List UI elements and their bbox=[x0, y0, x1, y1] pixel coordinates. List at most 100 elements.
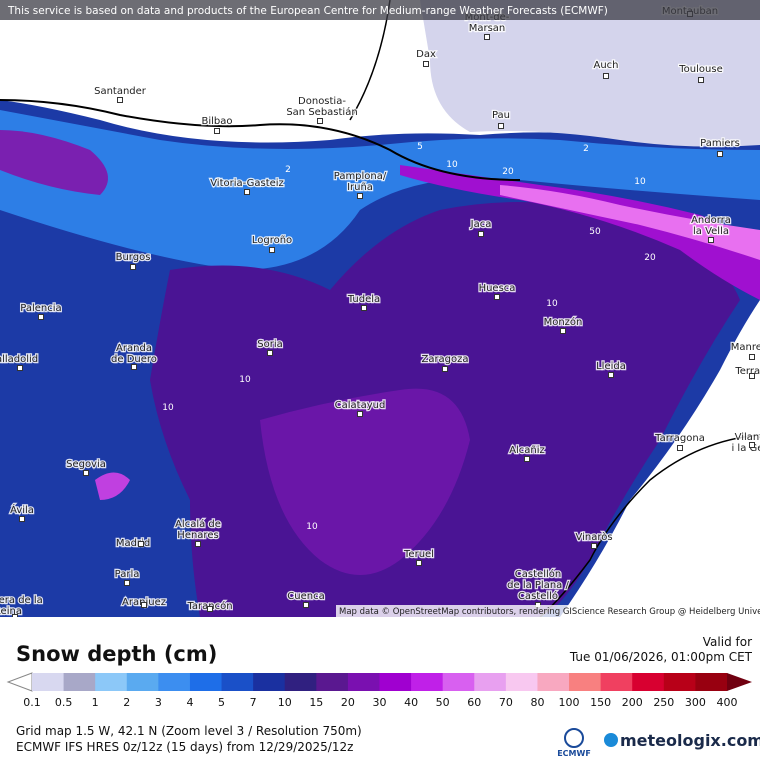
legend-label: 2 bbox=[123, 696, 130, 709]
city-line: Castelló bbox=[518, 590, 558, 602]
ecmwf-logo: ECMWF bbox=[557, 749, 591, 758]
city-line: Pau bbox=[492, 110, 510, 121]
legend-swatch bbox=[63, 673, 96, 691]
legend-swatch bbox=[379, 673, 412, 691]
legend-label: 250 bbox=[653, 696, 674, 709]
city-dot bbox=[195, 541, 201, 547]
legend-swatch bbox=[189, 673, 223, 691]
city-dot bbox=[717, 151, 723, 157]
legend-label: 400 bbox=[717, 696, 738, 709]
city-label: Segovia bbox=[66, 459, 106, 470]
light-snow-area bbox=[420, 0, 760, 147]
city-dot bbox=[498, 123, 504, 129]
city-dot bbox=[131, 364, 137, 370]
legend-under-arrow bbox=[6, 672, 33, 692]
city-line: Alcalá de bbox=[175, 518, 221, 530]
city-dot bbox=[749, 354, 755, 360]
contour-label: 10 bbox=[546, 299, 558, 309]
city-label: Monzón bbox=[544, 316, 583, 328]
city-label: Pau bbox=[492, 110, 510, 121]
city-dot bbox=[484, 34, 490, 40]
city-line: Manresa bbox=[731, 342, 760, 353]
city-line: Burgos bbox=[116, 252, 151, 263]
city-label: Logroño bbox=[252, 235, 292, 246]
legend-swatch bbox=[537, 673, 570, 691]
city-dot bbox=[357, 411, 363, 417]
city-line: Madrid bbox=[116, 538, 150, 549]
legend-label: 15 bbox=[309, 696, 323, 709]
attribution-bg bbox=[336, 605, 760, 617]
legend-swatch bbox=[284, 673, 317, 691]
city-dot bbox=[698, 77, 704, 83]
legend-label: 100 bbox=[559, 696, 580, 709]
city-label: Santander bbox=[94, 86, 147, 97]
legend-label: 0.1 bbox=[23, 696, 41, 709]
city-dot bbox=[317, 118, 323, 124]
city-line: Terrassa bbox=[734, 366, 760, 377]
legend-label: 3 bbox=[155, 696, 162, 709]
city-dot bbox=[494, 294, 500, 300]
city-line: Vinaròs bbox=[575, 531, 612, 543]
legend-label: 300 bbox=[685, 696, 706, 709]
legend-label: 4 bbox=[186, 696, 193, 709]
city-line: Iruña bbox=[347, 182, 373, 193]
city-line: Logroño bbox=[252, 235, 292, 246]
city-label: Parla bbox=[115, 569, 140, 580]
city-dot bbox=[560, 328, 566, 334]
contour-label: 10 bbox=[162, 403, 174, 413]
city-line: Tudela bbox=[347, 294, 380, 305]
legend-swatch bbox=[695, 673, 728, 691]
city-dot bbox=[749, 442, 755, 448]
city-dot bbox=[17, 365, 23, 371]
model-info: ECMWF IFS HRES 0z/12z (15 days) from 12/… bbox=[16, 740, 353, 754]
city-dot bbox=[269, 247, 275, 253]
city-dot bbox=[478, 231, 484, 237]
city-label: Tarragona bbox=[654, 433, 705, 444]
legend-swatch bbox=[663, 673, 696, 691]
city-label: Burgos bbox=[116, 252, 151, 263]
legend-swatch bbox=[253, 673, 286, 691]
legend-swatch bbox=[632, 673, 665, 691]
city-dot bbox=[357, 193, 363, 199]
border bbox=[0, 99, 521, 181]
city-label: Toulouse bbox=[678, 64, 722, 75]
city-dot bbox=[416, 560, 422, 566]
city-dot bbox=[38, 314, 44, 320]
city-line: la Vella bbox=[693, 226, 729, 237]
city-label: Zaragoza bbox=[421, 354, 468, 365]
city-label: Talavera de laReina bbox=[0, 595, 43, 617]
city-dot bbox=[19, 516, 25, 522]
city-label: Huesca bbox=[479, 283, 516, 294]
city-label: Teruel bbox=[403, 549, 434, 560]
legend-label: 200 bbox=[622, 696, 643, 709]
brand: meteologix.com bbox=[620, 731, 760, 750]
city-line: Calatayud bbox=[335, 400, 386, 411]
city-label: Vitoria-Gasteiz bbox=[210, 178, 284, 189]
city-line: Vilanova bbox=[735, 432, 760, 443]
legend-swatch bbox=[347, 673, 380, 691]
city-label: Pamplona/Iruña bbox=[334, 171, 387, 193]
city-line: Marsan bbox=[469, 23, 506, 34]
legend-label: 80 bbox=[530, 696, 544, 709]
city-label: Valladolid bbox=[0, 354, 38, 365]
city-line: Talavera de la bbox=[0, 595, 43, 606]
city-dot bbox=[423, 61, 429, 67]
notice-bar bbox=[0, 0, 760, 20]
city-line: i la Geltrú bbox=[731, 442, 760, 454]
legend-swatch bbox=[600, 673, 633, 691]
city-dot bbox=[130, 264, 136, 270]
violet-area bbox=[260, 388, 470, 575]
city-line: San Sebastián bbox=[286, 106, 357, 118]
guadarrama-snow bbox=[95, 472, 130, 500]
coast-no-snow bbox=[560, 300, 760, 617]
city-label: Aranda de Duero bbox=[111, 343, 157, 365]
legend-label: 7 bbox=[250, 696, 257, 709]
city-label: Terrassa bbox=[734, 366, 760, 377]
city-line: Alcañiz bbox=[509, 445, 545, 456]
city-label: Alcalá de Henares bbox=[175, 518, 221, 541]
city-line: Donostia- bbox=[298, 96, 346, 107]
valid-time: Tue 01/06/2026, 01:00pm CET bbox=[569, 650, 753, 664]
legend-label: 5 bbox=[218, 696, 225, 709]
ecmwf-icon bbox=[564, 728, 584, 748]
legend-label: 10 bbox=[278, 696, 292, 709]
